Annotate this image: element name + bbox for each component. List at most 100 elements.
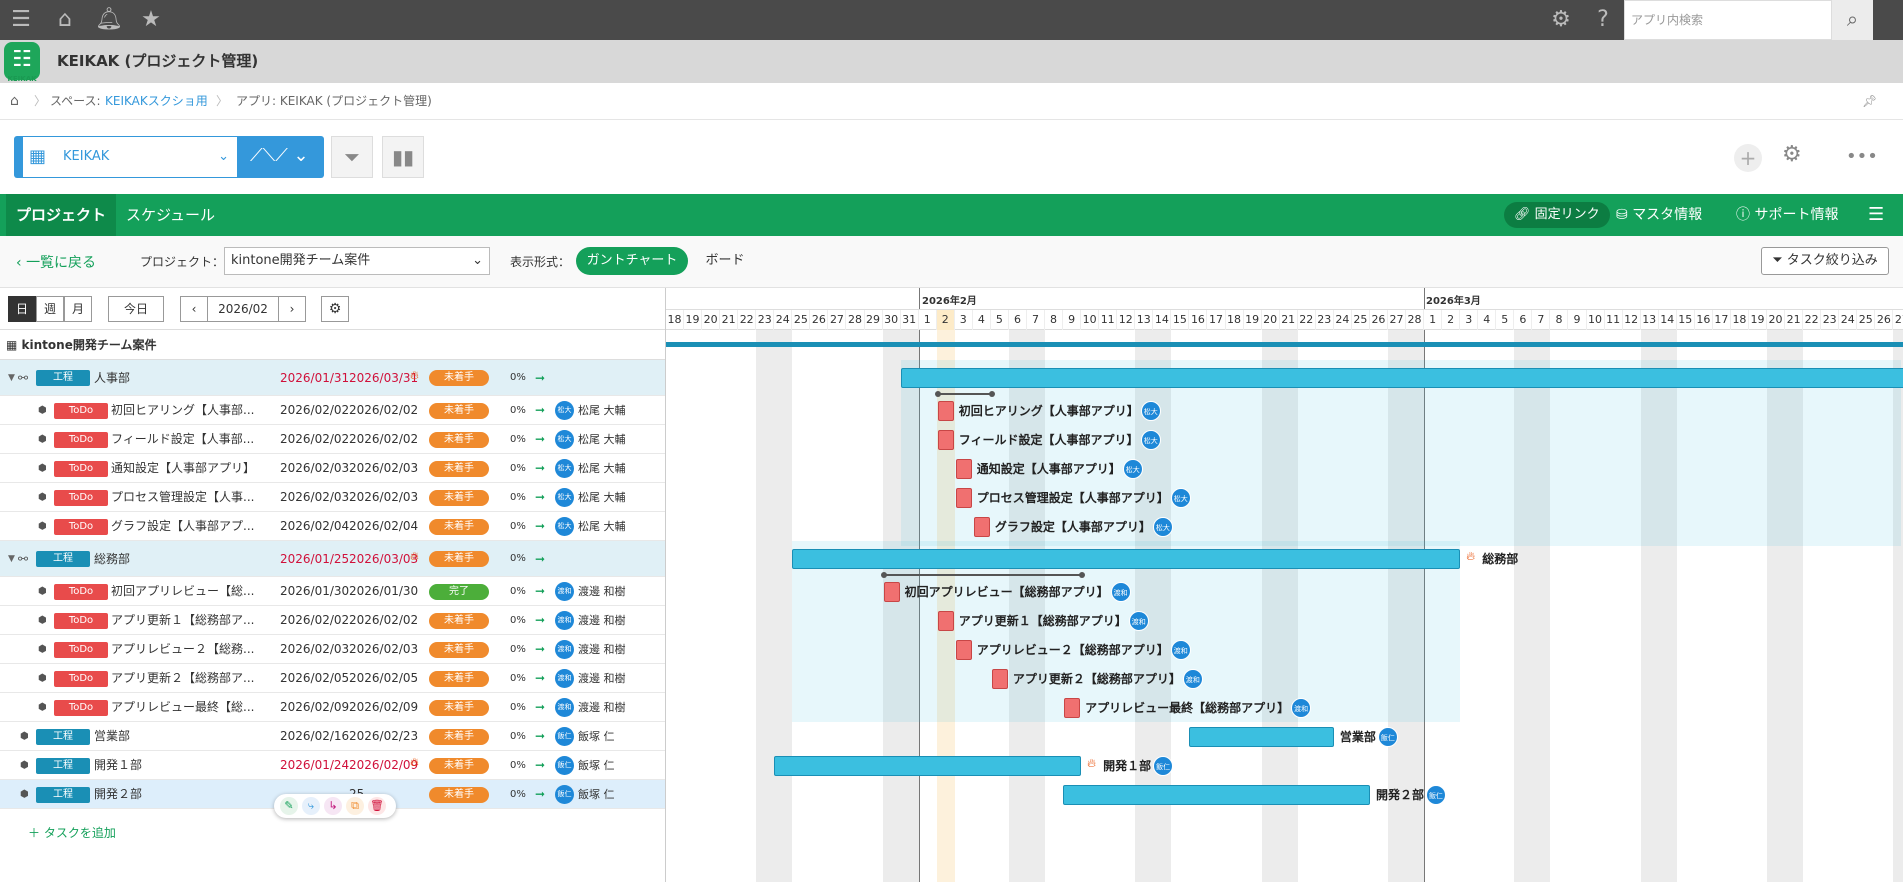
task-row[interactable]: ⬢ ToDo アプリレビュー２【総務... 2026/02/03 2026/02/03 未… <box>0 635 665 664</box>
menu-icon[interactable]: ☰ <box>11 7 31 32</box>
gantt-settings-gear-icon[interactable]: ⚙ <box>321 296 349 322</box>
month-view-button[interactable]: 月 <box>64 296 92 322</box>
breadcrumb-space-link[interactable]: KEIKAKスクショ用 <box>105 94 208 108</box>
task-name[interactable]: 初回アプリレビュー【総... <box>111 584 255 598</box>
task-marker[interactable] <box>955 639 972 660</box>
task-name[interactable]: 通知設定【人事部アプリ】 <box>111 461 256 475</box>
delete-icon[interactable]: 🗑︎ <box>368 797 386 815</box>
help-icon[interactable]: ? <box>1597 7 1609 32</box>
group-name[interactable]: 人事部 <box>94 371 131 385</box>
task-marker[interactable] <box>883 581 900 602</box>
settings-gear-icon[interactable]: ⚙ <box>1782 142 1802 167</box>
task-name[interactable]: アプリレビュー最終【総... <box>111 700 255 714</box>
task-marker[interactable] <box>937 429 954 450</box>
task-row[interactable]: ⬢ 工程 開発１部 2026/01/24 2026/02/09 🔥︎ 未着手 0% ➞ 飯仁 飯塚 … <box>0 751 665 780</box>
next-month-button[interactable]: › <box>278 296 306 322</box>
task-name[interactable]: フィールド設定【人事部... <box>111 432 255 446</box>
task-marker[interactable] <box>955 458 972 479</box>
graph-view-button[interactable]: ⟋⟍⟋ ⌄ <box>246 136 324 178</box>
gantt-bar[interactable] <box>1063 784 1370 805</box>
view-name[interactable]: ▦ KEIKAK ⌄ <box>22 136 238 178</box>
add-record-button[interactable]: + <box>1734 144 1762 172</box>
group-row[interactable]: ▼ ⚯ 工程 人事部 2026/01/31 2026/03/31 🔥︎ 未着手 0% ➞ <box>0 360 665 396</box>
status-badge[interactable]: 未着手 <box>429 518 489 535</box>
search-input[interactable]: アプリ内検索 <box>1624 0 1832 40</box>
task-name[interactable]: アプリ更新１【総務部ア... <box>111 613 255 627</box>
home-icon[interactable]: ⌂ <box>58 7 72 32</box>
task-name[interactable]: 初回ヒアリング【人事部... <box>111 403 255 417</box>
gantt-bar[interactable] <box>900 368 1903 388</box>
master-info-link[interactable]: ⛁ マスタ情報 <box>1616 194 1702 236</box>
task-filter-button[interactable]: ⏷ タスク絞り込み <box>1761 247 1889 275</box>
permalink-button[interactable]: 🔗︎ 固定リンク <box>1504 202 1610 228</box>
tab-project[interactable]: プロジェクト <box>6 194 117 236</box>
task-marker[interactable] <box>955 487 972 508</box>
task-row[interactable]: ⬢ ToDo 初回アプリレビュー【総... 2026/01/30 2026/01/30 完… <box>0 577 665 606</box>
task-row[interactable]: ⬢ ToDo アプリレビュー最終【総... 2026/02/09 2026/02/09 未… <box>0 693 665 722</box>
status-badge[interactable]: 未着手 <box>429 612 489 629</box>
gantt-bar[interactable] <box>792 549 1461 569</box>
task-name[interactable]: 開発１部 <box>94 758 143 772</box>
gantt-bar[interactable] <box>774 755 1082 776</box>
chart-button[interactable]: ▮▮ <box>382 136 424 178</box>
task-name[interactable]: 営業部 <box>94 729 131 743</box>
day-view-button[interactable]: 日 <box>8 296 36 322</box>
status-badge[interactable]: 完了 <box>429 583 489 600</box>
task-row[interactable]: ⬢ ToDo グラフ設定【人事部アプ... 2026/02/04 2026/02/04 未… <box>0 512 665 541</box>
task-row[interactable]: ⬢ ToDo 初回ヒアリング【人事部... 2026/02/02 2026/02/02 未… <box>0 396 665 425</box>
task-row[interactable]: ⬢ 工程 営業部 2026/02/16 2026/02/23 未着手 0% ➞ 飯仁 飯塚 仁 <box>0 722 665 751</box>
support-info-link[interactable]: ⓘ サポート情報 <box>1736 194 1838 236</box>
task-row[interactable]: ⬢ ToDo 通知設定【人事部アプリ】 2026/02/03 2026/02/03 未着手… <box>0 454 665 483</box>
task-marker[interactable] <box>1064 697 1081 718</box>
search-icon[interactable]: ⌕ <box>1832 0 1873 40</box>
task-marker[interactable] <box>991 668 1008 689</box>
status-badge[interactable]: 未着手 <box>429 641 489 658</box>
status-badge[interactable]: 未着手 <box>429 431 489 448</box>
task-row[interactable]: ⬢ ToDo プロセス管理設定【人事... 2026/02/03 2026/02/03 未… <box>0 483 665 512</box>
task-name[interactable]: 開発２部 <box>94 787 143 801</box>
task-name[interactable]: アプリレビュー２【総務... <box>111 642 255 656</box>
status-badge[interactable]: 未着手 <box>429 699 489 716</box>
status-badge[interactable]: 未着手 <box>429 551 489 567</box>
pin-icon[interactable]: 📌︎ <box>1862 94 1878 108</box>
add-child-icon[interactable]: ⤷ <box>302 797 320 815</box>
copy-icon[interactable]: ⧉ <box>346 797 364 815</box>
task-row[interactable]: ⬢ ToDo アプリ更新２【総務部ア... 2026/02/05 2026/02/05 未… <box>0 664 665 693</box>
star-icon[interactable]: ★ <box>141 7 161 32</box>
group-name[interactable]: 総務部 <box>94 552 131 566</box>
add-sibling-icon[interactable]: ↳ <box>324 797 342 815</box>
status-badge[interactable]: 未着手 <box>429 402 489 419</box>
gantt-toggle[interactable]: ガントチャート <box>576 247 688 275</box>
task-row[interactable]: ⬢ ToDo アプリ更新１【総務部ア... 2026/02/02 2026/02/02 未… <box>0 606 665 635</box>
status-badge[interactable]: 未着手 <box>429 728 489 745</box>
task-name[interactable]: プロセス管理設定【人事... <box>111 490 255 504</box>
gear-icon[interactable]: ⚙ <box>1551 7 1571 32</box>
task-name[interactable]: アプリ更新２【総務部ア... <box>111 671 255 685</box>
status-badge[interactable]: 未着手 <box>429 757 489 774</box>
more-options-icon[interactable]: ••• <box>1846 146 1878 167</box>
week-view-button[interactable]: 週 <box>36 296 64 322</box>
bell-icon[interactable]: 🔔︎ <box>95 7 123 32</box>
prev-month-button[interactable]: ‹ <box>180 296 208 322</box>
tab-schedule[interactable]: スケジュール <box>126 206 215 224</box>
task-marker[interactable] <box>973 516 990 537</box>
filter-button[interactable]: ⏷ <box>331 136 373 178</box>
home-icon[interactable]: ⌂ <box>10 93 19 109</box>
back-to-list-link[interactable]: ‹ 一覧に戻る <box>16 252 96 272</box>
status-badge[interactable]: 未着手 <box>429 370 489 386</box>
add-task-link[interactable]: ＋ タスクを追加 <box>28 826 116 840</box>
task-marker[interactable] <box>937 400 954 421</box>
today-button[interactable]: 今日 <box>108 296 164 322</box>
collapse-toggle-icon[interactable]: ▼ <box>8 373 15 383</box>
status-badge[interactable]: 未着手 <box>429 489 489 506</box>
task-marker[interactable] <box>937 610 954 631</box>
task-row[interactable]: ⬢ ToDo フィールド設定【人事部... 2026/02/02 2026/02/02 未… <box>0 425 665 454</box>
status-badge[interactable]: 未着手 <box>429 786 489 803</box>
group-row[interactable]: ▼ ⚯ 工程 総務部 2026/01/25 2026/03/03 🔥︎ 未着手 0% ➞ <box>0 541 665 577</box>
status-badge[interactable]: 未着手 <box>429 670 489 687</box>
hamburger-icon[interactable]: ☰ <box>1868 204 1885 225</box>
board-toggle[interactable]: ボード <box>705 253 745 268</box>
gantt-bar[interactable] <box>1189 726 1334 747</box>
task-name[interactable]: グラフ設定【人事部アプ... <box>111 519 255 533</box>
edit-icon[interactable]: ✎ <box>280 797 298 815</box>
